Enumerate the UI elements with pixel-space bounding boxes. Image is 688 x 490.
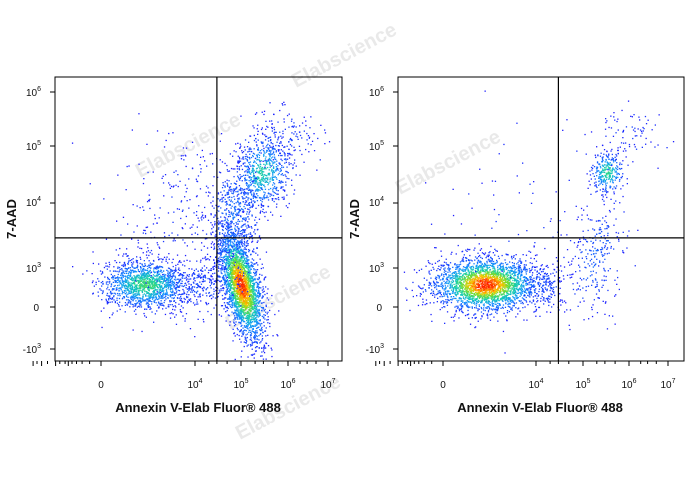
watermark: Elabscience [288, 19, 400, 93]
y-axis-ticks: 106 105 104 103 0 -103 [366, 86, 384, 356]
watermark: Elabscience [392, 126, 504, 200]
y-tick-label: 0 [33, 303, 39, 314]
y-tick-label: 106 [369, 86, 384, 99]
plot-frame [54, 76, 343, 362]
y-tick-label: 105 [369, 140, 384, 153]
x-tick-label: 107 [320, 378, 335, 391]
dot-cloud-panel-2 [398, 90, 675, 354]
x-axis-label: Annexin V-Elab Fluor® 488 [115, 400, 281, 415]
y-tick-label: 103 [26, 262, 41, 275]
y-tick-label: 105 [26, 140, 41, 153]
x-tick-label: 0 [440, 380, 446, 391]
x-axis-ticks: 0 104 105 106 107 [440, 378, 675, 391]
x-tick-label: 104 [528, 378, 543, 391]
plot-panel-2: 106 105 104 103 0 -103 0 104 105 106 107… [347, 76, 685, 415]
y-axis-label: 7-AAD [4, 199, 19, 239]
y-tick-label: 106 [26, 86, 41, 99]
y-tick-label: -103 [23, 343, 41, 356]
x-tick-label: 107 [660, 378, 675, 391]
y-tick-label: 0 [376, 303, 382, 314]
y-axis-tick-marks [50, 91, 55, 350]
x-tick-label: 106 [621, 378, 636, 391]
x-axis-label: Annexin V-Elab Fluor® 488 [457, 400, 623, 415]
x-tick-label: 0 [98, 380, 104, 391]
plot-panel-1: 106 105 104 103 0 -103 0 104 105 106 107… [4, 76, 343, 415]
y-axis-ticks: 106 105 104 103 0 -103 [23, 86, 41, 356]
x-axis-tick-marks [32, 361, 329, 366]
x-tick-label: 106 [280, 378, 295, 391]
x-tick-label: 105 [575, 378, 590, 391]
y-tick-label: 104 [369, 196, 384, 209]
y-tick-label: 103 [369, 262, 384, 275]
x-axis-ticks: 0 104 105 106 107 [98, 378, 335, 391]
y-axis-tick-marks [393, 91, 398, 350]
y-tick-label: -103 [366, 343, 384, 356]
dot-cloud-panel-1 [71, 101, 331, 361]
x-axis-tick-marks [375, 361, 669, 366]
x-tick-label: 105 [233, 378, 248, 391]
y-axis-label: 7-AAD [347, 199, 362, 239]
plot-frame [397, 76, 685, 362]
y-tick-label: 104 [26, 196, 41, 209]
x-tick-label: 104 [187, 378, 202, 391]
